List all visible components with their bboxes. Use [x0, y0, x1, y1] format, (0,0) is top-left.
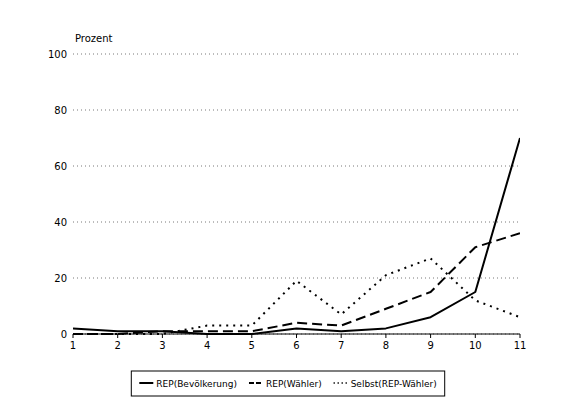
y-axis-label: Prozent: [75, 33, 113, 44]
legend-item: REP(Wähler): [249, 379, 322, 389]
x-tick: [385, 334, 386, 338]
x-tick-label: 11: [514, 340, 527, 351]
legend-label: Selbst(REP-Wähler): [351, 379, 437, 389]
y-tick-label: 40: [54, 217, 67, 228]
background: [0, 0, 576, 408]
grid-line: [73, 166, 520, 167]
grid-line: [73, 54, 520, 55]
x-tick: [430, 334, 431, 338]
x-tick-label: 3: [159, 340, 165, 351]
y-tick-label: 0: [61, 329, 67, 340]
y-tick-label: 80: [54, 105, 67, 116]
x-tick-label: 7: [338, 340, 344, 351]
series-line: [73, 138, 520, 334]
legend-label: REP(Wähler): [266, 379, 322, 389]
legend-label: REP(Bevölkerung): [156, 379, 237, 389]
legend-item: REP(Bevölkerung): [139, 379, 237, 389]
y-tick-label: 60: [54, 161, 67, 172]
grid-line: [73, 222, 520, 223]
series-line: [73, 233, 520, 334]
x-tick-label: 1: [70, 340, 76, 351]
x-tick: [341, 334, 342, 338]
x-tick-label: 2: [115, 340, 121, 351]
x-tick: [520, 334, 521, 338]
x-tick: [475, 334, 476, 338]
x-tick-label: 9: [427, 340, 433, 351]
y-tick-label: 20: [54, 273, 67, 284]
legend-item: Selbst(REP-Wähler): [334, 379, 437, 389]
x-tick: [162, 334, 163, 338]
x-tick: [296, 334, 297, 338]
x-tick-label: 5: [249, 340, 255, 351]
x-tick-label: 4: [204, 340, 210, 351]
y-tick-label: 100: [48, 49, 67, 60]
x-tick-label: 6: [293, 340, 299, 351]
legend-swatch: [139, 382, 153, 384]
series-line: [73, 258, 520, 334]
chart: 0 20 40 60 80 100 1 2 3 4 5 6 7 8 9 10 11 Prozent REP(Bevö…: [0, 0, 576, 408]
legend-box: [131, 371, 444, 396]
legend: REP(Bevölkerung) REP(Wähler) Selbst(REP-Wä…: [131, 371, 444, 396]
legend-swatch: [334, 382, 348, 384]
legend-swatch: [249, 382, 263, 384]
y-axis: [73, 54, 74, 334]
plot-area: [73, 138, 520, 334]
grid-line: [73, 110, 520, 111]
x-tick-label: 10: [469, 340, 482, 351]
x-tick-label: 8: [383, 340, 389, 351]
